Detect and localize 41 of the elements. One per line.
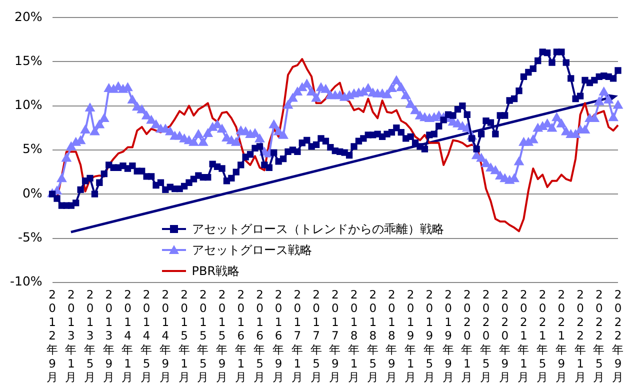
x-tick-label: 2018年1月 — [348, 287, 360, 384]
x-tick-label: 2020年9月 — [498, 287, 511, 384]
x-tick-label: 2022年9月 — [612, 287, 624, 384]
y-tick-label: 10% — [14, 97, 42, 112]
x-tick-label: 2015年9月 — [216, 287, 228, 384]
x-tick-label: 2020年1月 — [461, 287, 474, 384]
legend-label: アセットグロース（トレンドからの乖離）戦略 — [192, 220, 444, 238]
legend-label: アセットグロース戦略 — [192, 242, 312, 259]
x-tick-label: 2013年1月 — [65, 287, 78, 384]
x-tick-label: 2016年1月 — [234, 287, 247, 384]
y-tick-label: 0% — [22, 185, 42, 200]
x-tick-label: 2018年5月 — [366, 287, 379, 384]
x-tick-label: 2012年9月 — [46, 287, 58, 384]
x-tick-label: 2019年1月 — [404, 287, 417, 384]
x-tick-label: 2017年9月 — [329, 287, 342, 384]
x-tick-label: 2017年5月 — [310, 287, 322, 384]
y-tick-label: -5% — [18, 230, 42, 244]
x-tick-label: 2016年9月 — [272, 287, 285, 384]
x-tick-label: 2016年5月 — [254, 287, 266, 384]
x-tick-label: 2019年5月 — [423, 287, 436, 384]
x-tick-label: 2013年5月 — [84, 287, 96, 384]
x-tick-label: 2014年9月 — [159, 287, 172, 384]
x-tick-label: 2015年1月 — [178, 287, 190, 384]
x-tick-label: 2018年9月 — [386, 287, 398, 384]
x-tick-label: 2022年5月 — [593, 287, 606, 384]
y-tick-label: 20% — [14, 8, 42, 24]
x-tick-label: 2014年5月 — [140, 287, 153, 384]
x-tick-label: 2022年1月 — [574, 287, 586, 384]
y-tick-label: 5% — [22, 141, 42, 156]
x-tick-label: 2017年1月 — [291, 287, 304, 384]
y-tick-label: 15% — [14, 52, 42, 68]
x-tick-label: 2020年5月 — [480, 287, 492, 384]
x-tick-label: 2014年1月 — [122, 287, 134, 384]
x-tick-label: 2021年9月 — [555, 287, 568, 384]
x-tick-label: 2013年9月 — [102, 287, 115, 384]
x-tick-label: 2021年5月 — [536, 287, 549, 384]
x-tick-label: 2021年1月 — [518, 287, 530, 384]
x-tick-label: 2015年5月 — [197, 287, 210, 384]
x-tick-label: 2019年9月 — [442, 287, 454, 384]
legend-label: PBR戦略 — [192, 262, 240, 280]
y-tick-label: -10% — [10, 274, 42, 289]
